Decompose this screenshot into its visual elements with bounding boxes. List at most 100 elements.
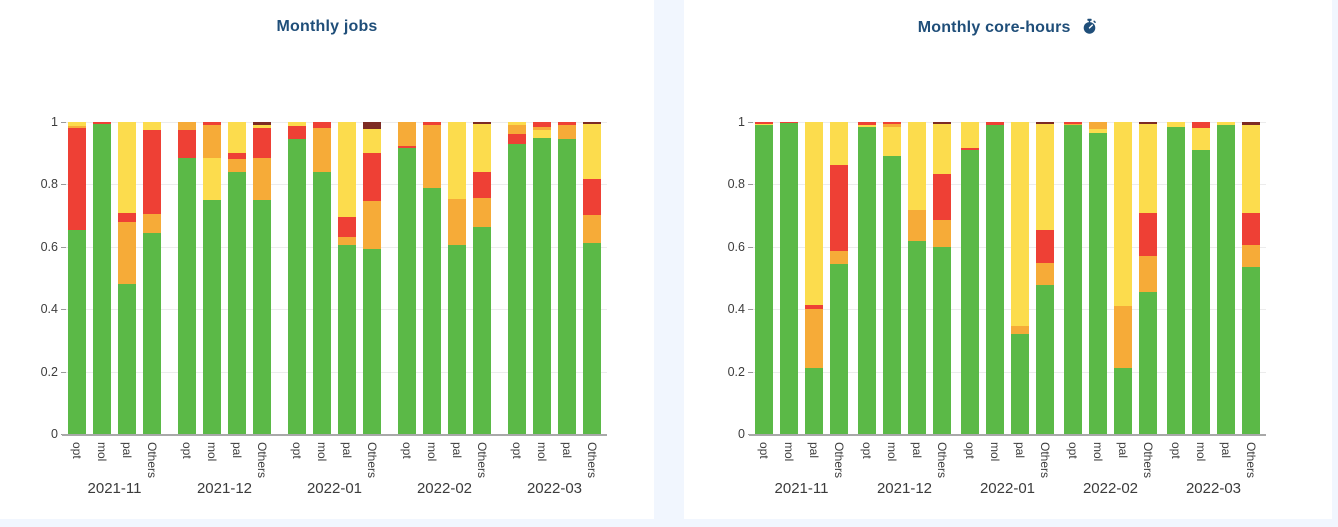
segment-green-opt-2021-11[interactable] [68, 229, 86, 434]
segment-green-others-2021-12[interactable] [933, 246, 951, 434]
bar-others-2021-11[interactable] [143, 122, 161, 434]
segment-orange-mol-2022-01[interactable] [313, 128, 331, 172]
segment-orange-pal-2022-01[interactable] [338, 236, 356, 246]
segment-green-opt-2021-12[interactable] [858, 126, 876, 434]
bar-mol-2021-12[interactable] [883, 122, 901, 434]
segment-yellow-pal-2022-02[interactable] [448, 122, 466, 200]
segment-red-others-2022-01[interactable] [363, 153, 381, 201]
bar-pal-2022-01[interactable] [338, 122, 356, 434]
segment-yellow-others-2022-02[interactable] [1139, 123, 1157, 214]
bar-pal-2022-03[interactable] [558, 122, 576, 434]
segment-orange-others-2021-11[interactable] [143, 214, 161, 233]
bar-pal-2022-02[interactable] [1114, 122, 1132, 434]
segment-red-others-2022-01[interactable] [1036, 230, 1054, 264]
segment-green-pal-2022-03[interactable] [558, 139, 576, 434]
segment-orange-others-2021-12[interactable] [253, 157, 271, 200]
segment-orange-pal-2021-11[interactable] [805, 309, 823, 369]
segment-red-opt-2021-12[interactable] [858, 122, 876, 125]
segment-yellow-opt-2022-01[interactable] [288, 122, 306, 127]
segment-yellow-pal-2021-12[interactable] [908, 122, 926, 210]
segment-orange-opt-2021-11[interactable] [68, 126, 86, 129]
segment-yellow-opt-2021-12[interactable] [858, 124, 876, 127]
bar-mol-2022-03[interactable] [533, 122, 551, 434]
segment-red-opt-2022-03[interactable] [508, 134, 526, 144]
bar-mol-2021-11[interactable] [780, 122, 798, 434]
segment-yellow-pal-2021-11[interactable] [118, 122, 136, 213]
segment-green-mol-2021-11[interactable] [93, 123, 111, 434]
segment-red-others-2021-11[interactable] [143, 129, 161, 215]
bar-opt-2021-11[interactable] [755, 122, 773, 434]
segment-red-opt-2022-01[interactable] [961, 147, 979, 151]
bar-opt-2022-03[interactable] [508, 122, 526, 434]
segment-red-others-2022-02[interactable] [473, 171, 491, 198]
segment-yellow-others-2022-03[interactable] [583, 123, 601, 180]
segment-green-opt-2022-03[interactable] [508, 143, 526, 434]
segment-green-pal-2022-03[interactable] [1217, 125, 1235, 434]
bar-others-2021-12[interactable] [933, 122, 951, 434]
bar-opt-2021-11[interactable] [68, 122, 86, 434]
segment-green-opt-2022-01[interactable] [961, 150, 979, 434]
segment-red-mol-2021-12[interactable] [883, 122, 901, 124]
segment-green-others-2021-11[interactable] [830, 263, 848, 434]
bar-opt-2022-02[interactable] [398, 122, 416, 434]
segment-green-pal-2022-01[interactable] [338, 245, 356, 434]
segment-orange-pal-2022-01[interactable] [1011, 326, 1029, 335]
segment-green-pal-2021-12[interactable] [228, 171, 246, 434]
segment-red-opt-2021-11[interactable] [68, 128, 86, 230]
segment-red-mol-2021-12[interactable] [203, 122, 221, 126]
segment-red-mol-2021-11[interactable] [780, 122, 798, 123]
segment-green-opt-2022-03[interactable] [1167, 126, 1185, 434]
segment-green-others-2022-02[interactable] [1139, 291, 1157, 434]
segment-green-others-2022-03[interactable] [1242, 266, 1260, 434]
segment-orange-others-2021-12[interactable] [933, 220, 951, 247]
bar-others-2022-03[interactable] [583, 122, 601, 434]
segment-yellow-opt-2021-11[interactable] [68, 122, 86, 127]
segment-green-mol-2021-12[interactable] [883, 156, 901, 434]
segment-red-mol-2022-01[interactable] [313, 122, 331, 129]
segment-orange-others-2022-01[interactable] [1036, 263, 1054, 285]
segment-green-mol-2022-03[interactable] [533, 138, 551, 434]
bar-pal-2022-01[interactable] [1011, 122, 1029, 434]
segment-darkred-others-2022-01[interactable] [363, 122, 381, 130]
bar-others-2022-02[interactable] [1139, 122, 1157, 434]
segment-green-pal-2022-01[interactable] [1011, 334, 1029, 434]
segment-orange-mol-2022-02[interactable] [1089, 122, 1107, 130]
segment-green-mol-2021-11[interactable] [780, 122, 798, 434]
segment-yellow-others-2022-03[interactable] [1242, 125, 1260, 214]
bar-mol-2022-01[interactable] [986, 122, 1004, 434]
segment-red-pal-2021-12[interactable] [228, 153, 246, 160]
segment-green-others-2021-12[interactable] [253, 200, 271, 434]
segment-green-others-2021-11[interactable] [143, 232, 161, 434]
segment-red-pal-2021-11[interactable] [118, 212, 136, 222]
segment-orange-mol-2021-12[interactable] [883, 123, 901, 127]
segment-darkred-others-2022-02[interactable] [1139, 122, 1157, 124]
segment-orange-others-2022-03[interactable] [1242, 245, 1260, 267]
segment-yellow-pal-2021-12[interactable] [228, 122, 246, 154]
segment-yellow-opt-2022-03[interactable] [1167, 122, 1185, 127]
segment-yellow-mol-2022-02[interactable] [1089, 129, 1107, 133]
segment-darkred-others-2021-12[interactable] [933, 122, 951, 124]
segment-green-others-2022-03[interactable] [583, 242, 601, 434]
segment-yellow-mol-2022-03[interactable] [533, 130, 551, 139]
segment-red-opt-2022-02[interactable] [1064, 122, 1082, 124]
segment-green-others-2022-01[interactable] [363, 249, 381, 434]
segment-yellow-others-2021-12[interactable] [933, 123, 951, 174]
segment-yellow-others-2022-01[interactable] [1036, 123, 1054, 231]
segment-darkred-others-2022-03[interactable] [1242, 122, 1260, 126]
bar-pal-2021-11[interactable] [805, 122, 823, 434]
bar-mol-2021-11[interactable] [93, 122, 111, 434]
segment-green-opt-2022-01[interactable] [288, 139, 306, 434]
segment-red-mol-2022-03[interactable] [533, 122, 551, 127]
segment-red-pal-2022-01[interactable] [338, 217, 356, 237]
segment-red-others-2022-03[interactable] [1242, 213, 1260, 246]
segment-yellow-others-2021-11[interactable] [830, 122, 848, 165]
segment-green-pal-2022-02[interactable] [448, 245, 466, 434]
segment-red-others-2021-11[interactable] [830, 164, 848, 251]
segment-red-pal-2021-11[interactable] [805, 305, 823, 310]
segment-yellow-opt-2021-11[interactable] [755, 123, 773, 126]
segment-green-mol-2022-01[interactable] [313, 171, 331, 434]
segment-orange-opt-2021-12[interactable] [178, 122, 196, 130]
bar-mol-2021-12[interactable] [203, 122, 221, 434]
bar-opt-2022-02[interactable] [1064, 122, 1082, 434]
segment-green-others-2022-02[interactable] [473, 226, 491, 434]
